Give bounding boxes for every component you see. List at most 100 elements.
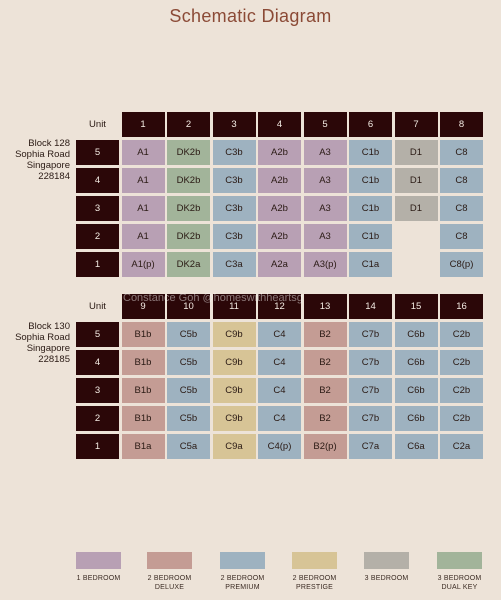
unit-cell: C5b	[167, 350, 210, 375]
floor-label-1: 1	[76, 434, 119, 459]
legend-label-line: 1 BEDROOM	[76, 575, 121, 582]
unit-cell: A1	[121, 140, 165, 165]
floor-label-2: 2	[76, 406, 119, 431]
legend-label: 2 BEDROOM PRESTIGE	[275, 574, 355, 592]
legend-label: 3 BEDROOM	[347, 574, 427, 583]
floor-label-3: 3	[76, 196, 119, 221]
unit-cell: C9b	[212, 350, 256, 375]
unit-cell: C9b	[212, 378, 256, 403]
unit-cell: C5a	[167, 434, 210, 459]
legend-label: 2 BEDROOM DELUXE	[130, 574, 210, 592]
block-label-line: Block 128	[28, 138, 70, 149]
unit-cell: DK2b	[167, 224, 210, 249]
legend-label-line: DELUXE	[154, 584, 185, 591]
unit-cell: A3	[303, 140, 347, 165]
unit-cell: C6b	[394, 322, 438, 347]
unit-cell: C9b	[212, 322, 256, 347]
legend-label-line: 3 BEDROOM	[364, 575, 409, 582]
unit-cell: B2	[303, 350, 347, 375]
floor-label-5: 5	[76, 322, 119, 347]
stack-header-15: 15	[394, 294, 438, 319]
unit-cell: C3a	[212, 252, 256, 277]
unit-cell: C8	[440, 168, 483, 193]
unit-cell: A2a	[258, 252, 301, 277]
unit-cell: C6b	[394, 350, 438, 375]
unit-cell: C9b	[212, 406, 256, 431]
unit-cell: B2	[303, 322, 347, 347]
stack-header-4: 4	[258, 112, 301, 137]
stack-header-9: 9	[121, 294, 165, 319]
legend-label-line: PRESTIGE	[296, 584, 333, 591]
floor-label-4: 4	[76, 168, 119, 193]
unit-cell: C1b	[349, 196, 392, 221]
unit-cell: C8	[440, 196, 483, 221]
stack-header-3: 3	[212, 112, 256, 137]
unit-cell: C8	[440, 224, 483, 249]
stack-header-2: 2	[167, 112, 210, 137]
unit-cell: C3b	[212, 168, 256, 193]
unit-cell: C4(p)	[258, 434, 301, 459]
unit-cell: A1(p)	[121, 252, 165, 277]
legend-label: 1 BEDROOM	[59, 574, 139, 583]
unit-cell: B1b	[121, 350, 165, 375]
block-label-line: 228185	[38, 354, 70, 365]
floor-label-1: 1	[76, 252, 119, 277]
unit-cell: C7b	[349, 322, 392, 347]
unit-cell: C2b	[440, 350, 483, 375]
legend-label-line: 2 BEDROOM	[292, 575, 337, 582]
stack-header-7: 7	[394, 112, 438, 137]
stack-header-16: 16	[440, 294, 483, 319]
unit-cell: C6a	[394, 434, 438, 459]
unit-cell: A1	[121, 168, 165, 193]
unit-cell: B1b	[121, 322, 165, 347]
unit-cell: A1	[121, 224, 165, 249]
unit-cell: D1	[394, 140, 438, 165]
unit-cell: C6b	[394, 378, 438, 403]
floor-label-4: 4	[76, 350, 119, 375]
unit-cell: C8(p)	[440, 252, 483, 277]
legend-swatch	[220, 552, 265, 569]
unit-cell: A3(p)	[303, 252, 347, 277]
unit-cell: C2b	[440, 406, 483, 431]
unit-cell: C2b	[440, 322, 483, 347]
page-title: Schematic Diagram	[169, 6, 332, 26]
unit-cell: C7b	[349, 350, 392, 375]
block-label-line: 228184	[38, 171, 70, 182]
unit-cell: C4	[258, 406, 301, 431]
unit-cell: C6b	[394, 406, 438, 431]
unit-cell: A2b	[258, 196, 301, 221]
stack-header-11: 11	[212, 294, 256, 319]
stack-header-8: 8	[440, 112, 483, 137]
legend-label-line: 3 BEDROOM	[437, 575, 482, 582]
stack-header-13: 13	[303, 294, 347, 319]
unit-cell: B1b	[121, 406, 165, 431]
stack-header-5: 5	[303, 112, 347, 137]
unit-cell: A1	[121, 196, 165, 221]
unit-cell: D1	[394, 196, 438, 221]
block-label-line: Singapore	[26, 160, 70, 171]
unit-cell: C5b	[167, 322, 210, 347]
unit-cell: A2b	[258, 168, 301, 193]
unit-header-label: Unit	[89, 119, 106, 130]
unit-cell: C1a	[349, 252, 392, 277]
unit-cell: C4	[258, 350, 301, 375]
unit-cell: A3	[303, 196, 347, 221]
floor-label-5: 5	[76, 140, 119, 165]
block-label-128: Block 128 Sophia Road Singapore 228184	[0, 138, 70, 182]
unit-cell: C1b	[349, 168, 392, 193]
unit-cell: C2b	[440, 378, 483, 403]
unit-cell: C7a	[349, 434, 392, 459]
unit-cell: C1b	[349, 140, 392, 165]
block-label-line: Sophia Road	[15, 332, 70, 343]
stack-header-6: 6	[349, 112, 392, 137]
block-label-line: Sophia Road	[15, 149, 70, 160]
unit-cell: A3	[303, 168, 347, 193]
unit-cell: DK2b	[167, 168, 210, 193]
unit-cell: A2b	[258, 224, 301, 249]
block-label-line: Block 130	[28, 321, 70, 332]
legend-swatch	[292, 552, 337, 569]
unit-cell: C3b	[212, 224, 256, 249]
legend-swatch	[147, 552, 192, 569]
legend-label-line: 2 BEDROOM	[147, 575, 192, 582]
legend-swatch	[437, 552, 482, 569]
